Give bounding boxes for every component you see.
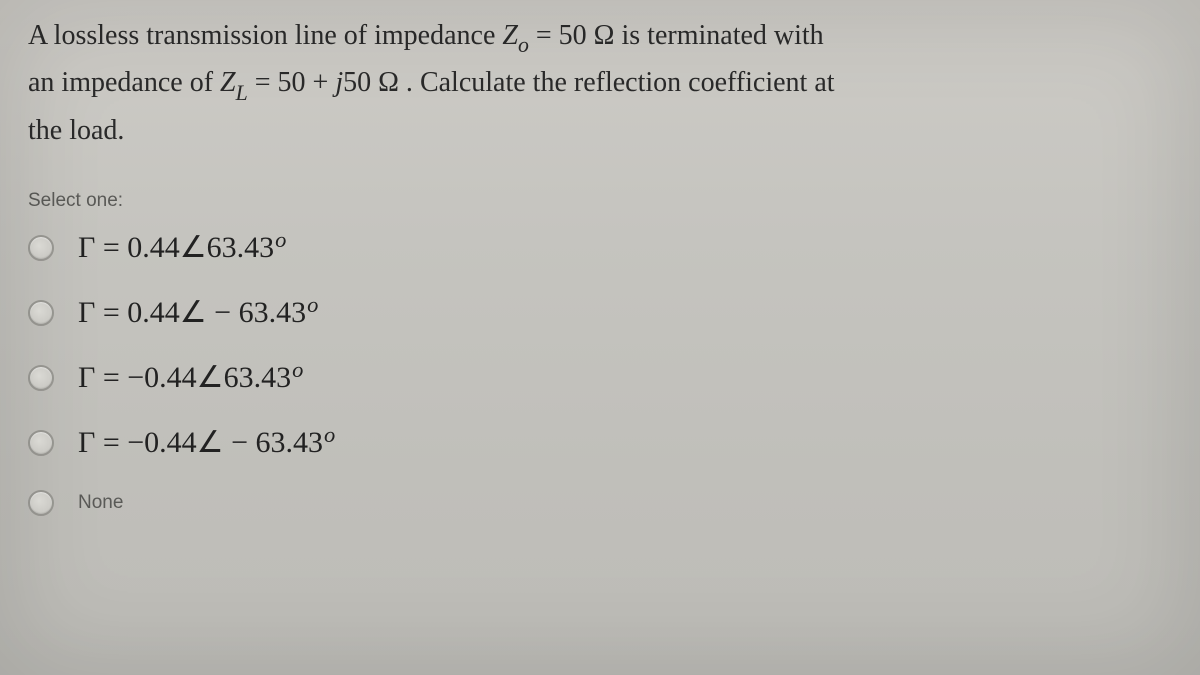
option-row-5[interactable]: None: [28, 490, 1180, 516]
option-1-value: Γ = 0.44∠63.43: [78, 231, 274, 264]
q-sub-o: o: [518, 33, 529, 57]
q-line2-pre: an impedance of: [28, 67, 220, 98]
q-Z1: Z: [502, 20, 518, 51]
option-3-value: Γ = −0.44∠63.43: [78, 361, 291, 394]
q-line1-post: is terminated with: [622, 20, 824, 51]
q-line3: the load.: [28, 115, 124, 146]
q-j: j: [335, 67, 343, 98]
option-1-text: Γ = 0.44∠63.43o: [78, 230, 286, 265]
radio-4[interactable]: [28, 430, 54, 456]
radio-1[interactable]: [28, 235, 54, 261]
radio-2[interactable]: [28, 300, 54, 326]
q-eq1: = 50 Ω: [529, 20, 622, 51]
option-4-value: Γ = −0.44∠ − 63.43: [78, 426, 323, 459]
option-row-3[interactable]: Γ = −0.44∠63.43o: [28, 360, 1180, 395]
radio-3[interactable]: [28, 365, 54, 391]
q-line1-pre: A lossless transmission line of impedanc…: [28, 20, 502, 51]
degree-symbol: o: [275, 227, 286, 252]
q-eq2b: 50 Ω .: [343, 67, 420, 98]
q-sub-L: L: [236, 81, 248, 105]
options-group: Γ = 0.44∠63.43o Γ = 0.44∠ − 63.43o Γ = −…: [28, 230, 1180, 516]
option-2-value: Γ = 0.44∠ − 63.43: [78, 296, 306, 329]
degree-symbol: o: [324, 422, 335, 447]
option-4-text: Γ = −0.44∠ − 63.43o: [78, 425, 335, 460]
option-row-2[interactable]: Γ = 0.44∠ − 63.43o: [28, 295, 1180, 330]
option-5-text: None: [78, 492, 123, 514]
q-Z2: Z: [220, 67, 236, 98]
option-row-4[interactable]: Γ = −0.44∠ − 63.43o: [28, 425, 1180, 460]
quiz-page: A lossless transmission line of impedanc…: [0, 0, 1200, 675]
question-text: A lossless transmission line of impedanc…: [28, 14, 1180, 152]
option-3-text: Γ = −0.44∠63.43o: [78, 360, 303, 395]
option-row-1[interactable]: Γ = 0.44∠63.43o: [28, 230, 1180, 265]
q-eq2: = 50 +: [248, 67, 336, 98]
radio-5[interactable]: [28, 490, 54, 516]
option-2-text: Γ = 0.44∠ − 63.43o: [78, 295, 318, 330]
degree-symbol: o: [292, 357, 303, 382]
q-line2-post: Calculate the reflection coefficient at: [420, 67, 835, 98]
degree-symbol: o: [307, 292, 318, 317]
select-one-label: Select one:: [28, 190, 1180, 212]
